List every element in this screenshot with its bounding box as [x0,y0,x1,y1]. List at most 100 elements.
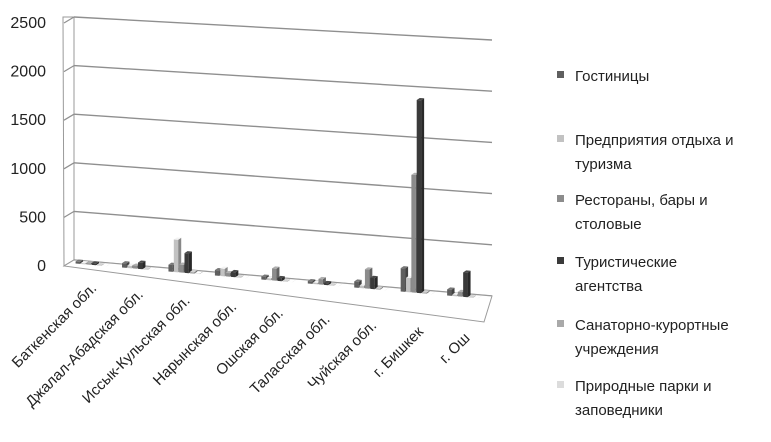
bar-front [463,272,468,298]
bar-top [148,267,157,270]
bar [370,275,378,290]
legend-swatch [557,381,564,388]
bar-top [463,270,471,273]
bar-side [426,290,430,294]
bar-top [241,275,250,278]
bar-front [422,292,427,294]
bar-front [416,99,422,294]
bar-front [220,268,225,277]
bar-front [406,277,411,293]
bar [184,251,192,274]
legend-swatch [557,195,564,202]
bar-top [354,279,362,282]
bar [241,275,250,279]
bar [236,275,244,278]
bar-side [199,271,203,275]
y-tick-label: 1000 [10,161,46,178]
y-tick-label: 2000 [10,64,46,81]
legend-label: столовые [575,216,642,233]
bar [96,263,105,266]
bar-side [106,263,110,267]
bar-front [282,281,288,282]
bar-side [478,295,482,299]
bar [416,97,425,294]
legend-label: Рестораны, бары и [575,192,708,209]
bar-top [400,266,409,269]
bar-front [261,276,266,280]
side-gridline [63,16,75,24]
bar-front [132,265,138,269]
legend-swatch [557,257,564,264]
bar-side [265,274,269,280]
bar [102,263,110,267]
side-gridline [63,210,75,218]
bar-top [184,251,192,254]
bar-front [313,282,318,285]
bar-top [173,237,182,240]
bar-front [334,285,339,287]
y-tick-label: 1500 [10,112,46,129]
legend-label: Туристические [575,254,677,271]
chart-bars [75,97,482,299]
legend-swatch [557,320,564,327]
side-gridline [63,65,75,73]
legend-item: Природные парки и заповедники [557,378,711,419]
gridline [73,16,493,41]
bar-top [282,279,291,282]
bar-top [277,275,285,279]
bar-top [447,287,455,290]
bar-top [236,275,244,278]
bar [473,295,482,299]
bar-top [323,280,332,284]
bar [427,291,435,295]
bar-front [96,265,102,266]
bar [143,267,151,270]
bar-front [173,239,179,273]
bar-front [447,289,452,296]
bar-front [452,294,457,297]
bar [195,271,203,275]
bar-side [431,291,435,295]
bar-top [364,267,373,270]
x-tick-label: г. Бишкек [370,323,427,380]
bar-top [272,266,280,269]
bar-top [473,295,482,298]
bar-side [380,286,384,290]
bar-front [225,272,231,277]
bar-front [127,265,132,269]
bar-top [427,291,435,294]
bar-front [364,269,370,289]
bar-front [179,264,184,273]
bar-front [241,277,247,279]
bar [277,275,285,282]
bar-top [468,295,476,298]
bar-front [102,265,107,267]
bar-front [148,269,154,271]
bar-side [287,279,291,282]
bar [261,274,269,280]
bar-side [153,267,157,271]
bar-top [422,290,430,293]
bar-top [80,260,89,264]
legend-swatch [557,71,564,78]
bar-side [281,276,285,282]
gridline [73,210,493,246]
bar-side [240,275,244,278]
bar-top [91,261,100,264]
bar-top [416,97,425,101]
bar-side [101,263,105,266]
bar [323,280,332,286]
bar-top [127,263,135,266]
legend-item: Гостиницы [557,68,649,85]
legend-label: учреждения [575,341,659,358]
gridline [73,113,493,144]
legend-swatch [557,135,564,142]
legend-label: Предприятия отдыха и [575,132,734,149]
chart-gridlines [63,16,493,297]
chart-floor [62,259,493,323]
bar-top [138,260,146,263]
bar [329,283,337,286]
chart-walls [62,16,75,267]
bar-side [194,270,198,274]
